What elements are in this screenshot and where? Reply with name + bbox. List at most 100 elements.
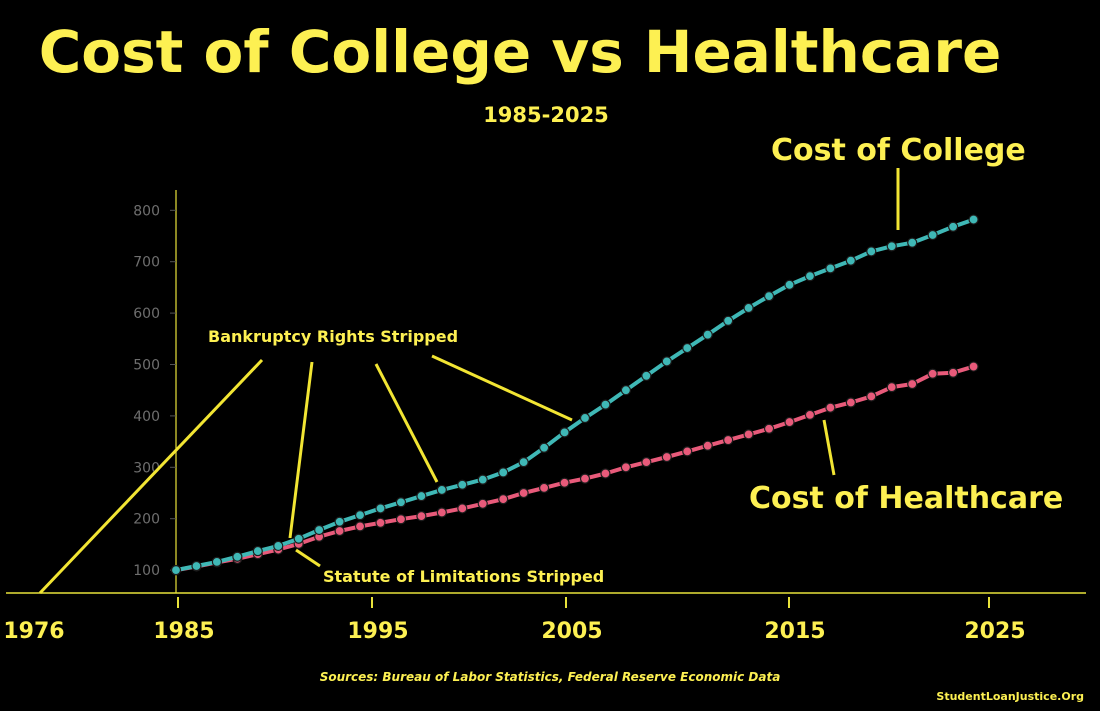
x-tick-label: 1985 [153,619,214,644]
data-point [293,533,304,544]
data-point [498,494,509,505]
data-point [375,517,386,528]
data-point [825,263,836,274]
data-point [538,482,550,493]
x-tick-labels: 1976 1985 1995 2005 2015 2025 [3,597,1026,644]
x-tick-label: 1995 [347,619,408,644]
pointer-statute [295,548,321,568]
data-point [538,442,550,453]
y-tick-labels: 100 200 300 400 500 600 700 800 [133,203,176,579]
data-point [334,516,345,527]
chart-title: Cost of College vs Healthcare [39,18,1002,86]
data-point [273,540,284,552]
y-tick-label: 300 [133,460,160,476]
data-point [579,412,591,424]
chart-subtitle: 1985-2025 [483,103,609,127]
data-point [620,385,632,396]
data-point [661,451,672,463]
data-point [886,241,897,252]
data-point [395,497,407,508]
data-point [600,399,611,410]
data-point [927,229,938,241]
sources-note: Sources: Bureau of Labor Statistics, Fed… [320,670,781,684]
y-tick-label: 100 [133,563,160,579]
y-tick-label: 400 [133,409,160,425]
data-point [804,270,816,282]
data-point [498,467,509,478]
data-point [436,507,447,518]
y-tick-label: 500 [133,358,160,374]
data-point [784,416,795,428]
y-tick-label: 800 [133,203,160,219]
pointer-1991 [288,361,314,539]
data-point [211,556,222,567]
data-point [354,510,366,521]
x-tick-label: 2015 [764,619,825,644]
data-point [314,524,325,536]
data-point [866,391,877,402]
data-point [947,221,959,232]
y-tick-label: 600 [133,306,160,322]
data-point [191,560,202,572]
data-point [600,468,611,479]
data-point [845,397,856,408]
data-point [907,237,918,248]
pointer-healthcare [822,419,836,476]
data-point [947,367,959,378]
data-point [579,473,591,484]
data-point [743,302,754,314]
data-point [620,462,632,473]
data-point [477,498,488,509]
data-point [825,402,836,413]
data-point [907,378,918,390]
credit-link[interactable]: StudentLoanJustice.Org [936,690,1084,703]
series-layer [170,214,979,576]
data-point [457,503,468,514]
x-tick-label: 1976 [3,619,64,644]
data-point [416,511,427,522]
data-point [682,342,693,354]
axes [6,190,1086,594]
data-point [763,291,775,302]
series-line [175,217,975,573]
pointer-1998 [374,363,439,483]
data-point [518,487,529,499]
data-point [886,382,897,393]
data-point [968,361,979,372]
data-point [968,214,979,225]
data-point [232,551,243,562]
series-line [175,364,975,573]
data-point [477,474,488,485]
pointer-1976 [38,358,264,595]
data-point [763,423,775,434]
data-point [559,477,570,488]
x-tick-label: 2005 [541,619,602,644]
data-point [252,545,263,557]
x-tick-label: 2025 [964,619,1025,644]
pointer-2005 [431,354,573,422]
data-point [702,329,713,340]
data-point [375,503,386,514]
data-point [723,434,734,446]
label-cost-of-college: Cost of College [771,133,1026,168]
data-point [395,514,407,525]
data-point [702,440,713,451]
data-point [641,370,652,381]
data-point [845,255,856,266]
data-point [927,368,938,379]
data-point [170,564,182,576]
y-tick-label: 200 [133,512,160,528]
data-point [804,409,816,420]
label-cost-of-healthcare: Cost of Healthcare [749,481,1063,516]
annotation-lines [38,168,900,595]
data-point [416,490,427,502]
data-point [518,457,529,468]
y-tick-label: 700 [133,255,160,271]
data-point [784,279,795,290]
annotation-statute: Statute of Limitations Stripped [323,567,604,586]
data-point [641,457,652,468]
data-point [723,315,734,326]
data-point [334,525,345,537]
data-point [457,479,468,490]
